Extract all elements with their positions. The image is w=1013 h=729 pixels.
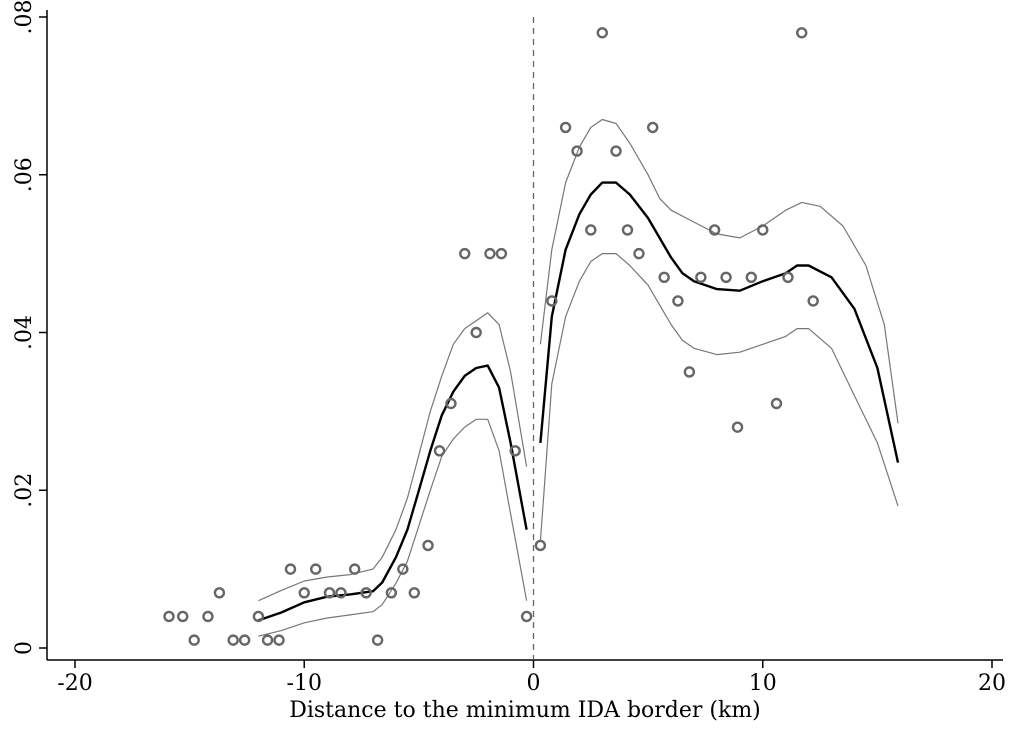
- ci-right-upper-line: [539, 118, 899, 424]
- data-point: [534, 539, 547, 552]
- data-point: [227, 634, 239, 646]
- data-point: [596, 27, 608, 39]
- data-point: [284, 563, 297, 575]
- data-point: [782, 271, 794, 283]
- point-layer: [163, 27, 819, 646]
- data-point: [298, 587, 310, 599]
- data-point: [745, 271, 757, 283]
- data-point: [495, 247, 508, 260]
- data-point: [757, 224, 769, 236]
- data-point: [397, 563, 409, 575]
- data-point: [683, 366, 696, 378]
- data-point: [770, 397, 783, 410]
- data-point: [509, 445, 521, 457]
- ci-left-lower-line: [258, 418, 528, 637]
- data-point: [252, 610, 265, 623]
- data-point: [177, 610, 189, 623]
- data-point: [559, 121, 572, 134]
- data-point: [546, 295, 558, 307]
- ci-layer: [258, 118, 899, 637]
- data-point: [484, 247, 496, 260]
- x-tick-label: -20: [57, 671, 92, 696]
- data-point: [796, 27, 808, 39]
- data-point: [571, 145, 583, 157]
- y-ticks: 0 .02 .04 .06 .08: [12, 0, 47, 655]
- data-point: [459, 247, 471, 260]
- data-point: [213, 587, 226, 599]
- data-point: [433, 445, 446, 457]
- data-point: [385, 587, 398, 599]
- ci-right-lower-line: [539, 253, 899, 542]
- data-point: [335, 587, 347, 599]
- ci-left-upper-line: [258, 312, 528, 602]
- data-point: [633, 247, 645, 260]
- data-point: [720, 271, 732, 283]
- data-point: [360, 587, 372, 599]
- data-point: [310, 563, 322, 575]
- data-point: [520, 610, 533, 623]
- fit-layer: [258, 181, 900, 622]
- data-point: [238, 634, 251, 646]
- x-axis-title: Distance to the minimum IDA border (km): [289, 698, 761, 723]
- data-point: [202, 610, 214, 623]
- data-point: [348, 563, 361, 575]
- data-point: [422, 539, 434, 552]
- y-tick-label: .06: [12, 157, 37, 192]
- y-tick-label: 0: [12, 641, 37, 655]
- x-tick-label: 0: [527, 671, 541, 696]
- data-point: [621, 224, 634, 236]
- data-point: [371, 634, 384, 646]
- data-point: [807, 295, 819, 307]
- data-point: [658, 271, 670, 283]
- data-point: [708, 224, 721, 236]
- y-tick-label: .04: [12, 315, 37, 350]
- data-point: [585, 224, 597, 236]
- y-tick-label: .08: [12, 0, 37, 35]
- data-point: [610, 145, 622, 157]
- data-point: [273, 634, 285, 646]
- fit-left-line: [258, 364, 528, 622]
- data-point: [261, 634, 274, 646]
- data-point: [647, 121, 659, 134]
- data-point: [323, 587, 336, 599]
- data-point: [470, 326, 482, 339]
- x-tick-label: -10: [287, 671, 322, 696]
- data-point: [695, 271, 707, 283]
- y-tick-label: .02: [12, 473, 37, 508]
- fit-right-line: [539, 181, 900, 463]
- x-ticks: -20 -10 0 10 20: [57, 660, 1006, 696]
- x-tick-label: 20: [978, 671, 1006, 696]
- x-tick-label: 10: [749, 671, 777, 696]
- data-point: [188, 634, 200, 646]
- data-point: [408, 587, 420, 599]
- data-point: [672, 295, 684, 307]
- data-point: [445, 397, 457, 410]
- data-point: [731, 421, 744, 433]
- data-point: [163, 610, 175, 623]
